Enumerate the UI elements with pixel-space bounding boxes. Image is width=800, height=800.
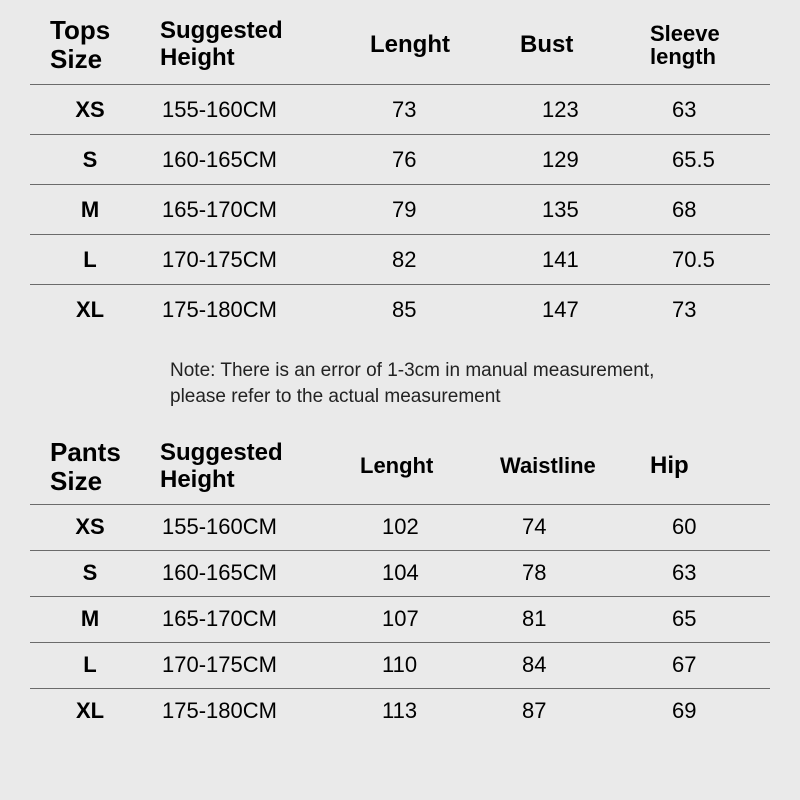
pants-header-waist: Waistline	[500, 454, 650, 479]
tops-cell: 85	[370, 297, 520, 323]
tops-cell: 165-170CM	[160, 197, 370, 223]
tops-cell: 82	[370, 247, 520, 273]
tops-header-height: Suggested Height	[160, 18, 370, 72]
pants-cell: 87	[500, 698, 650, 724]
pants-header-row: Pants Size Suggested Height Lenght Waist…	[30, 434, 770, 504]
tops-cell: 79	[370, 197, 520, 223]
pants-cell: 104	[360, 560, 500, 586]
tops-cell: 175-180CM	[160, 297, 370, 323]
pants-row: S160-165CM1047863	[30, 550, 770, 596]
tops-row: S160-165CM7612965.5	[30, 134, 770, 184]
tops-cell: S	[30, 147, 160, 173]
tops-cell: XL	[30, 297, 160, 323]
pants-cell: 63	[650, 560, 750, 586]
tops-header-bust: Bust	[520, 32, 650, 59]
tops-cell: M	[30, 197, 160, 223]
tops-row: M165-170CM7913568	[30, 184, 770, 234]
pants-cell: XS	[30, 514, 160, 540]
pants-header-hip: Hip	[650, 453, 750, 480]
tops-size-table: Tops Size Suggested Height Lenght Bust S…	[30, 10, 770, 334]
tops-header-size: Tops Size	[30, 16, 160, 74]
pants-cell: XL	[30, 698, 160, 724]
pants-cell: 81	[500, 606, 650, 632]
pants-cell: 113	[360, 698, 500, 724]
pants-row: XS155-160CM1027460	[30, 504, 770, 550]
tops-cell: L	[30, 247, 160, 273]
pants-cell: 170-175CM	[160, 652, 360, 678]
tops-cell: 70.5	[650, 247, 760, 273]
tops-cell: 160-165CM	[160, 147, 370, 173]
tops-cell: 63	[650, 97, 760, 123]
pants-cell: 69	[650, 698, 750, 724]
tops-cell: 65.5	[650, 147, 760, 173]
tops-cell: 155-160CM	[160, 97, 370, 123]
pants-cell: L	[30, 652, 160, 678]
pants-cell: 84	[500, 652, 650, 678]
tops-row: L170-175CM8214170.5	[30, 234, 770, 284]
pants-cell: 110	[360, 652, 500, 678]
tops-cell: 170-175CM	[160, 247, 370, 273]
pants-cell: 74	[500, 514, 650, 540]
tops-header-sleeve: Sleeve length	[650, 22, 760, 68]
pants-cell: 160-165CM	[160, 560, 360, 586]
pants-row: L170-175CM1108467	[30, 642, 770, 688]
tops-cell: 76	[370, 147, 520, 173]
pants-cell: 78	[500, 560, 650, 586]
pants-cell: 102	[360, 514, 500, 540]
tops-header-length: Lenght	[370, 32, 520, 59]
pants-cell: 107	[360, 606, 500, 632]
pants-cell: M	[30, 606, 160, 632]
pants-cell: 175-180CM	[160, 698, 360, 724]
pants-header-size: Pants Size	[30, 438, 160, 496]
pants-header-height: Suggested Height	[160, 440, 360, 494]
tops-row: XL175-180CM8514773	[30, 284, 770, 334]
pants-header-length: Lenght	[360, 454, 500, 479]
pants-cell: 65	[650, 606, 750, 632]
tops-cell: 141	[520, 247, 650, 273]
tops-cell: XS	[30, 97, 160, 123]
tops-cell: 129	[520, 147, 650, 173]
pants-cell: S	[30, 560, 160, 586]
pants-row: M165-170CM1078165	[30, 596, 770, 642]
pants-cell: 60	[650, 514, 750, 540]
tops-row: XS155-160CM7312363	[30, 84, 770, 134]
tops-cell: 68	[650, 197, 760, 223]
pants-cell: 165-170CM	[160, 606, 360, 632]
pants-size-table: Pants Size Suggested Height Lenght Waist…	[30, 434, 770, 734]
tops-cell: 147	[520, 297, 650, 323]
tops-cell: 123	[520, 97, 650, 123]
tops-cell: 135	[520, 197, 650, 223]
pants-cell: 155-160CM	[160, 514, 360, 540]
pants-row: XL175-180CM1138769	[30, 688, 770, 734]
tops-header-row: Tops Size Suggested Height Lenght Bust S…	[30, 10, 770, 84]
tops-cell: 73	[370, 97, 520, 123]
measurement-note: Note: There is an error of 1-3cm in manu…	[30, 334, 670, 433]
pants-cell: 67	[650, 652, 750, 678]
tops-cell: 73	[650, 297, 760, 323]
